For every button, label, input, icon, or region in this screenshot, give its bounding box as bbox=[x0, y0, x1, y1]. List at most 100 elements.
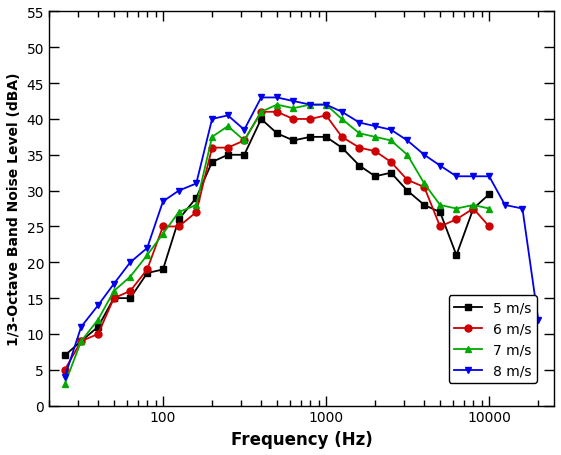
Line: 7 m/s: 7 m/s bbox=[61, 102, 493, 388]
5 m/s bbox=[356, 163, 363, 169]
6 m/s bbox=[338, 135, 345, 140]
7 m/s bbox=[323, 103, 329, 108]
7 m/s bbox=[241, 138, 247, 144]
5 m/s bbox=[372, 174, 379, 180]
7 m/s bbox=[144, 253, 150, 258]
6 m/s bbox=[258, 110, 265, 115]
6 m/s bbox=[274, 110, 280, 115]
8 m/s bbox=[404, 138, 411, 144]
6 m/s bbox=[486, 224, 493, 230]
5 m/s bbox=[111, 296, 117, 301]
5 m/s bbox=[436, 210, 443, 215]
5 m/s bbox=[61, 353, 68, 359]
5 m/s bbox=[486, 192, 493, 197]
8 m/s bbox=[421, 153, 427, 158]
6 m/s bbox=[290, 117, 297, 122]
8 m/s bbox=[61, 374, 68, 380]
8 m/s bbox=[290, 99, 297, 105]
5 m/s bbox=[193, 196, 200, 201]
6 m/s bbox=[372, 149, 379, 155]
8 m/s bbox=[388, 128, 394, 133]
8 m/s bbox=[535, 317, 541, 323]
8 m/s bbox=[436, 163, 443, 169]
5 m/s bbox=[95, 324, 102, 330]
5 m/s bbox=[78, 339, 85, 344]
Line: 6 m/s: 6 m/s bbox=[61, 109, 493, 374]
8 m/s bbox=[160, 199, 167, 205]
7 m/s bbox=[127, 274, 134, 280]
8 m/s bbox=[502, 203, 508, 208]
5 m/s bbox=[258, 117, 265, 122]
6 m/s bbox=[176, 224, 182, 230]
7 m/s bbox=[388, 138, 394, 144]
5 m/s bbox=[388, 171, 394, 176]
7 m/s bbox=[78, 339, 85, 344]
8 m/s bbox=[209, 117, 215, 122]
8 m/s bbox=[323, 103, 329, 108]
6 m/s bbox=[307, 117, 314, 122]
5 m/s bbox=[338, 146, 345, 151]
7 m/s bbox=[307, 103, 314, 108]
8 m/s bbox=[356, 121, 363, 126]
8 m/s bbox=[144, 246, 150, 251]
8 m/s bbox=[127, 260, 134, 265]
5 m/s bbox=[176, 217, 182, 222]
7 m/s bbox=[436, 203, 443, 208]
5 m/s bbox=[290, 138, 297, 144]
8 m/s bbox=[372, 124, 379, 130]
7 m/s bbox=[356, 131, 363, 136]
8 m/s bbox=[78, 324, 85, 330]
5 m/s bbox=[127, 296, 134, 301]
7 m/s bbox=[95, 317, 102, 323]
7 m/s bbox=[193, 203, 200, 208]
5 m/s bbox=[421, 203, 427, 208]
Line: 8 m/s: 8 m/s bbox=[61, 95, 542, 380]
6 m/s bbox=[144, 267, 150, 273]
7 m/s bbox=[111, 288, 117, 294]
5 m/s bbox=[404, 188, 411, 194]
7 m/s bbox=[486, 207, 493, 212]
6 m/s bbox=[356, 146, 363, 151]
6 m/s bbox=[436, 224, 443, 230]
6 m/s bbox=[404, 178, 411, 183]
7 m/s bbox=[274, 103, 280, 108]
7 m/s bbox=[160, 232, 167, 237]
7 m/s bbox=[404, 153, 411, 158]
5 m/s bbox=[323, 135, 329, 140]
X-axis label: Frequency (Hz): Frequency (Hz) bbox=[231, 430, 373, 448]
6 m/s bbox=[127, 288, 134, 294]
6 m/s bbox=[95, 332, 102, 337]
7 m/s bbox=[338, 117, 345, 122]
8 m/s bbox=[470, 174, 477, 180]
6 m/s bbox=[111, 296, 117, 301]
7 m/s bbox=[176, 210, 182, 215]
7 m/s bbox=[421, 182, 427, 187]
6 m/s bbox=[193, 210, 200, 215]
6 m/s bbox=[421, 185, 427, 190]
8 m/s bbox=[241, 128, 247, 133]
7 m/s bbox=[61, 382, 68, 387]
5 m/s bbox=[307, 135, 314, 140]
8 m/s bbox=[111, 282, 117, 287]
6 m/s bbox=[160, 224, 167, 230]
6 m/s bbox=[323, 113, 329, 119]
8 m/s bbox=[176, 188, 182, 194]
8 m/s bbox=[519, 207, 526, 212]
6 m/s bbox=[241, 138, 247, 144]
8 m/s bbox=[258, 96, 265, 101]
8 m/s bbox=[274, 96, 280, 101]
6 m/s bbox=[388, 160, 394, 165]
5 m/s bbox=[224, 153, 231, 158]
6 m/s bbox=[453, 217, 460, 222]
7 m/s bbox=[209, 135, 215, 140]
5 m/s bbox=[470, 207, 477, 212]
5 m/s bbox=[160, 267, 167, 273]
5 m/s bbox=[209, 160, 215, 165]
7 m/s bbox=[453, 207, 460, 212]
5 m/s bbox=[144, 271, 150, 276]
Line: 5 m/s: 5 m/s bbox=[61, 116, 493, 359]
7 m/s bbox=[258, 110, 265, 115]
8 m/s bbox=[307, 103, 314, 108]
6 m/s bbox=[224, 146, 231, 151]
5 m/s bbox=[274, 131, 280, 136]
